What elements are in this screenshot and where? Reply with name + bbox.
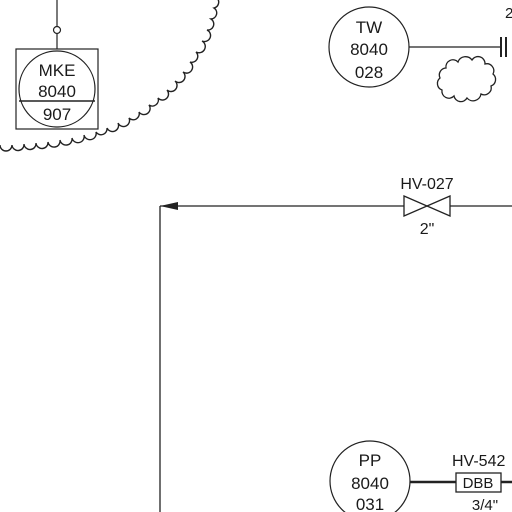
flow-arrow-icon [160,202,178,210]
dbb-box [455,472,502,493]
revision-cloud-large [0,0,220,152]
mke-number: 907 [43,105,71,124]
hv-027-tag: HV-027 [400,176,453,193]
valve-hv-542[interactable]: DBB HV-542 3/4" [452,453,505,512]
revision-cloud-small [436,56,497,103]
mke-loop: 8040 [38,82,76,101]
pp-tag: PP [359,451,382,470]
hv-542-type: DBB [463,475,494,492]
instrument-tw[interactable]: TW 8040 028 [328,6,410,88]
tw-loop: 8040 [350,40,388,59]
valve-hv-027[interactable]: HV-027 2" [400,176,453,238]
mke-instrument-bubble [18,50,96,128]
tw-number: 028 [355,63,383,82]
gate-valve-icon [403,195,429,217]
instrument-pp[interactable]: PP 8040 031 [329,440,411,512]
hv-027-size: 2" [420,221,435,238]
hv-542-tag: HV-542 [452,453,505,470]
mke-shared-display-box [15,48,99,130]
tw-tag: TW [356,18,382,37]
edge-fragment-label: 2 [505,5,512,22]
pp-loop: 8040 [351,474,389,493]
pp-number: 031 [356,495,384,512]
mke-tag: MKE [39,61,76,80]
instrument-mke[interactable]: MKE 8040 907 [15,48,99,130]
gate-valve-icon-right [425,195,451,217]
hv-542-size: 3/4" [472,497,498,512]
mke-connection-node [52,25,62,35]
